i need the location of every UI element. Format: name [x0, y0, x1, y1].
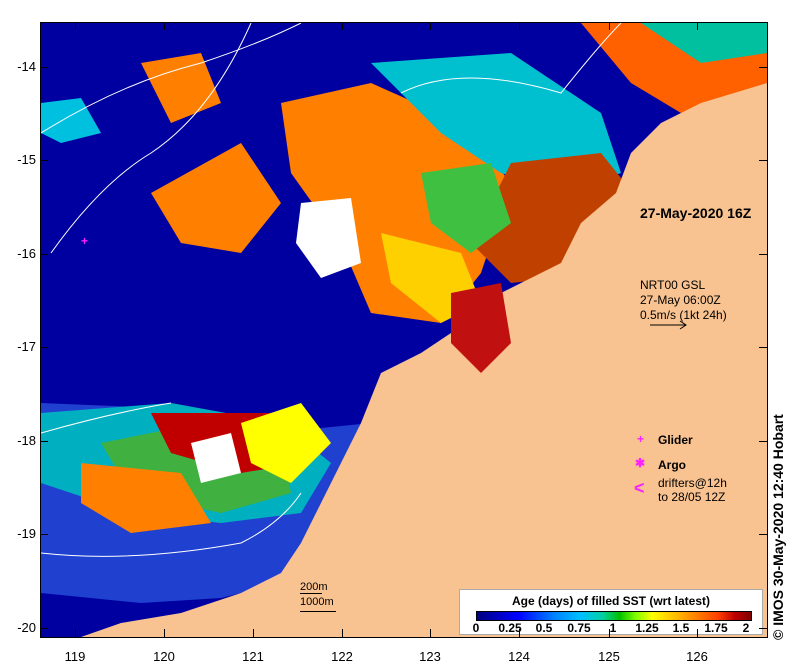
colorbar-tick: 1: [609, 621, 617, 635]
lat-label: -20: [17, 620, 36, 635]
colorbar-tick: 0.25: [498, 621, 522, 635]
lat-tick: [40, 628, 48, 629]
lat-tick: [40, 254, 48, 255]
lon-tick: [519, 22, 520, 30]
lon-tick: [609, 22, 610, 30]
lat-tick: [40, 160, 48, 161]
lat-tick: [759, 347, 767, 348]
lat-label: -16: [17, 246, 36, 261]
lon-label: 121: [242, 649, 264, 664]
no-data-patch-south: [191, 433, 241, 483]
lat-tick: [40, 347, 48, 348]
depth-contour: [41, 492, 302, 557]
lon-label: 119: [64, 649, 86, 664]
no-data-patch: [296, 198, 361, 278]
current-info: NRT00 GSL 27-May 06:00Z 0.5m/s (1kt 24h): [640, 278, 727, 323]
argo-legend-icon: ✱: [635, 456, 646, 470]
colorbar-strip: [476, 611, 752, 621]
lat-tick: [759, 160, 767, 161]
colorbar-tick: 0.5: [535, 621, 553, 635]
drifter-legend-icon: <: [634, 478, 645, 498]
depth-contour: [50, 23, 252, 254]
depth-contour: [41, 402, 172, 434]
colorbar-tick: 1.25: [635, 621, 659, 635]
lon-tick: [697, 629, 698, 637]
lon-tick: [430, 629, 431, 637]
lon-tick: [342, 22, 343, 30]
age-patch-green: [421, 163, 511, 253]
lon-label: 120: [153, 649, 175, 664]
lon-tick: [164, 22, 165, 30]
lon-tick: [164, 629, 165, 637]
lat-label: -19: [17, 526, 36, 541]
lon-tick: [519, 629, 520, 637]
lat-label: -14: [17, 59, 36, 74]
lat-tick: [40, 67, 48, 68]
credit-label: © IMOS 30-May-2020 12:40 Hobart: [770, 414, 786, 640]
current-scale-arrow: [650, 320, 687, 330]
colorbar-tick: 0: [472, 621, 480, 635]
lon-label: 126: [686, 649, 708, 664]
lon-label: 125: [598, 649, 620, 664]
lon-tick: [697, 22, 698, 30]
lon-tick: [75, 629, 76, 637]
map-panel: +: [40, 22, 768, 638]
lat-tick: [759, 441, 767, 442]
colorbar: Age (days) of filled SST (wrt latest) 0 …: [459, 589, 763, 635]
lon-tick: [253, 629, 254, 637]
current-time: 27-May 06:00Z: [640, 293, 721, 307]
drifter-legend-label-time: to 28/05 12Z: [658, 490, 726, 504]
lon-tick: [253, 22, 254, 30]
lon-tick: [430, 22, 431, 30]
depth-1000-label: 1000m: [300, 596, 334, 608]
lat-tick: [40, 534, 48, 535]
age-patch-yellow-south: [241, 403, 331, 483]
lat-tick: [759, 67, 767, 68]
lat-tick: [759, 534, 767, 535]
current-source: NRT00 GSL: [640, 278, 706, 292]
glider-marker: +: [81, 234, 88, 248]
lon-tick: [75, 22, 76, 30]
lat-label: -18: [17, 433, 36, 448]
lon-tick: [342, 629, 343, 637]
lon-label: 123: [419, 649, 441, 664]
depth-contour: [41, 23, 302, 134]
depth-1000-line: [300, 611, 336, 612]
drifter-legend-label: drifters@12h: [658, 476, 727, 490]
age-patch-cyan-west: [41, 98, 101, 143]
land-area: [81, 83, 767, 637]
depth-contour: [400, 23, 622, 94]
age-patch-orange-north: [141, 53, 221, 123]
age-patch-orange-2: [151, 143, 281, 253]
lon-label: 122: [331, 649, 353, 664]
glider-legend-label: Glider: [658, 433, 693, 447]
colorbar-tick: 1.5: [672, 621, 690, 635]
lon-label: 124: [508, 649, 530, 664]
age-patch-teal: [641, 23, 767, 63]
depth-200-line: [300, 593, 322, 594]
sst-age-map: +: [41, 23, 767, 637]
depth-200-label: 200m: [300, 581, 328, 593]
colorbar-title: Age (days) of filled SST (wrt latest): [511, 594, 711, 608]
current-scale: 0.5m/s (1kt 24h): [640, 308, 727, 322]
argo-legend-label: Argo: [658, 458, 686, 472]
lon-tick: [609, 629, 610, 637]
glider-legend-icon: +: [637, 432, 645, 446]
colorbar-tick: 2: [742, 621, 750, 635]
colorbar-tick: 1.75: [704, 621, 728, 635]
age-patch-inlet: [451, 283, 511, 373]
observation-time-label: 27-May-2020 16Z: [640, 205, 752, 221]
lat-label: -17: [17, 339, 36, 354]
lat-tick: [40, 441, 48, 442]
colorbar-tick: 0.75: [567, 621, 591, 635]
lat-tick: [759, 254, 767, 255]
age-patch-orange-south: [81, 463, 211, 533]
lat-label: -15: [17, 152, 36, 167]
lat-tick: [759, 628, 767, 629]
